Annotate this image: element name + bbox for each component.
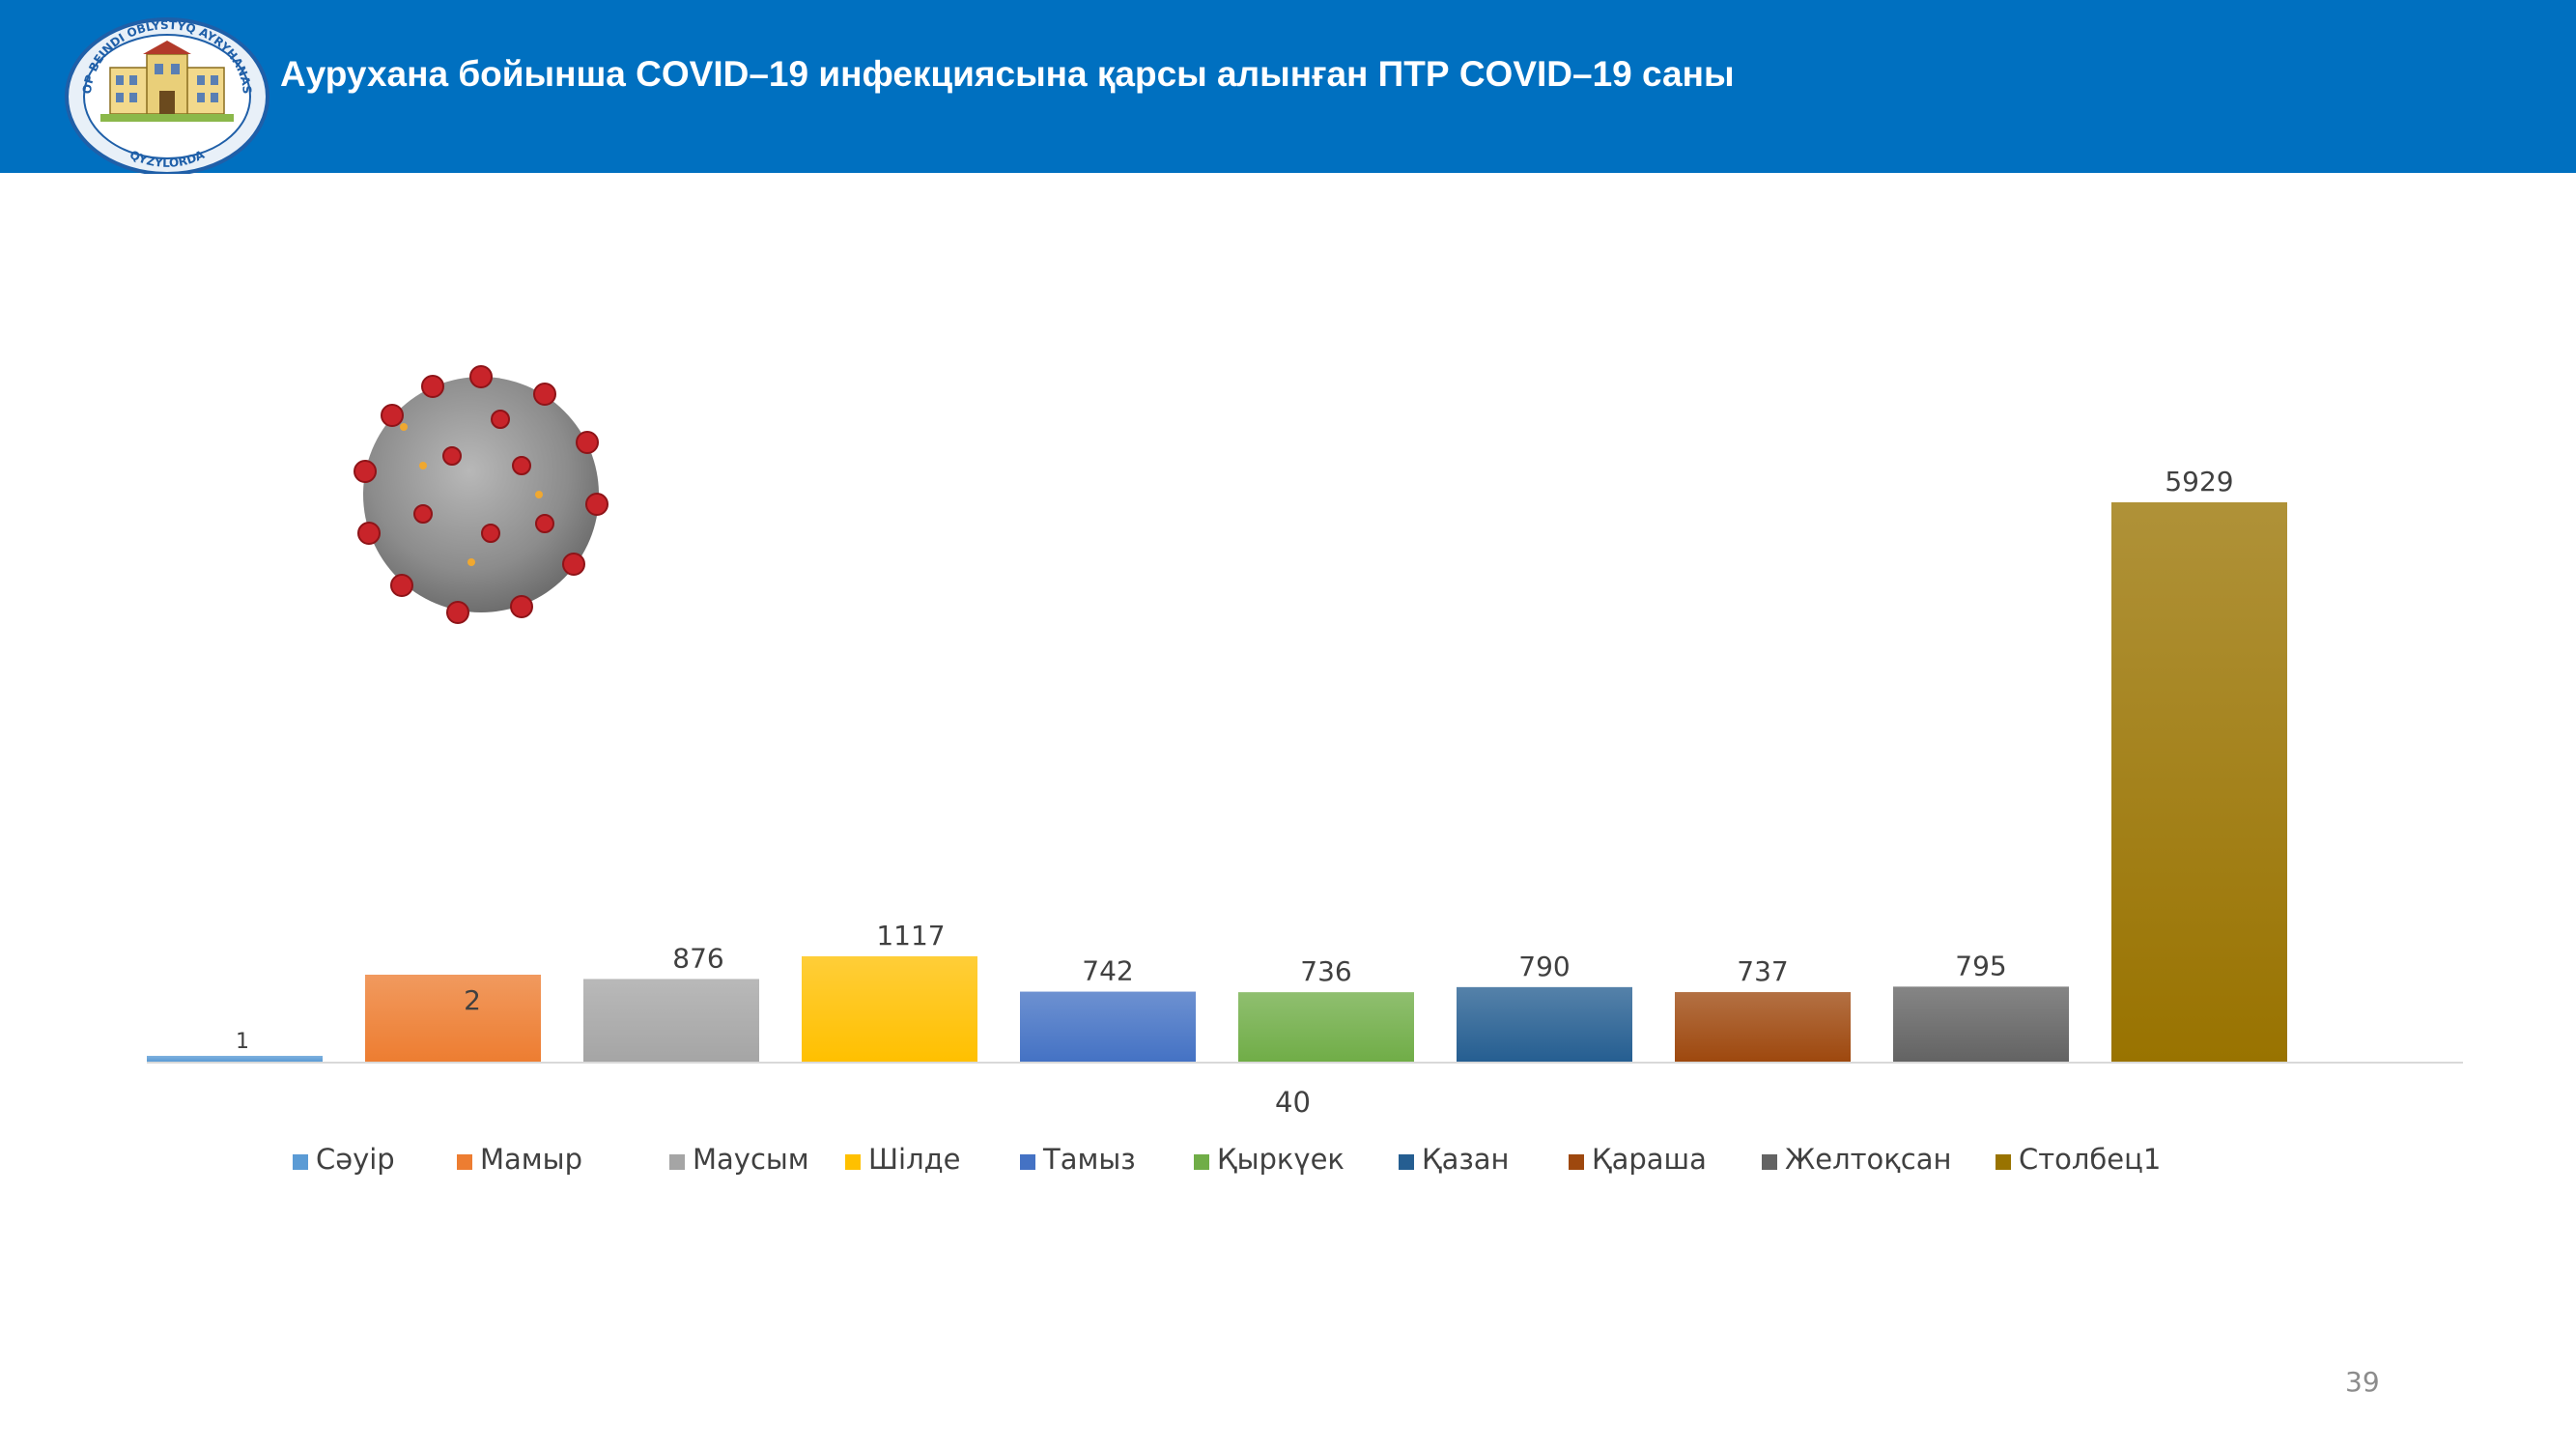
legend-item-10: Столбец1 <box>1996 1140 2161 1179</box>
data-label-1: 1 <box>236 1030 249 1054</box>
legend-swatch <box>457 1154 472 1170</box>
legend-item-6: Қыркүек <box>1194 1140 1345 1179</box>
data-label-3: 876 <box>672 942 723 974</box>
x-category-label: 40 <box>1275 1086 1311 1119</box>
bars-layer <box>147 502 2287 1062</box>
legend-swatch <box>1762 1154 1777 1170</box>
data-label-8: 737 <box>1737 955 1788 987</box>
legend-item-9: Желтоқсан <box>1762 1140 1951 1179</box>
legend-label: Шілде <box>868 1143 961 1176</box>
bar-2 <box>365 975 541 1062</box>
legend-label: Қазан <box>1422 1143 1510 1176</box>
bar-1 <box>147 1056 323 1062</box>
data-label-5: 742 <box>1082 955 1133 987</box>
bar-5 <box>1020 991 1196 1062</box>
data-label-2: 2 <box>464 984 481 1016</box>
legend-item-4: Шілде <box>845 1140 961 1179</box>
legend-swatch <box>293 1154 308 1170</box>
legend-item-2: Мамыр <box>457 1140 582 1179</box>
legend-item-3: Маусым <box>669 1140 809 1179</box>
data-label-7: 790 <box>1518 951 1570 982</box>
legend-item-5: Тамыз <box>1020 1140 1136 1179</box>
bar-8 <box>1675 992 1851 1062</box>
hospital-logo: KOP BEINDI OBLYSTYQ AYRYHANASY QYZYLORDA <box>62 17 269 174</box>
legend-label: Қараша <box>1592 1143 1707 1176</box>
bar-10 <box>2111 502 2287 1062</box>
data-label-4: 1117 <box>876 920 945 952</box>
data-label-6: 736 <box>1300 955 1351 987</box>
legend-label: Мамыр <box>480 1143 582 1176</box>
coronavirus-image <box>354 365 609 624</box>
legend-swatch <box>1569 1154 1584 1170</box>
legend-label: Столбец1 <box>2019 1143 2162 1176</box>
legend-swatch <box>669 1154 685 1170</box>
data-labels-layer: 1 2 876 1117 742 736 790 737 795 5929 <box>236 466 2234 1054</box>
legend-label: Сәуір <box>316 1143 395 1176</box>
legend-label: Желтоқсан <box>1785 1143 1952 1176</box>
legend-swatch <box>845 1154 861 1170</box>
legend-label: Тамыз <box>1043 1143 1136 1176</box>
bar-6 <box>1238 992 1414 1062</box>
header-bar: KOP BEINDI OBLYSTYQ AYRYHANASY QYZYLORDA… <box>0 0 2576 174</box>
bar-7 <box>1457 986 1632 1062</box>
page-title: Аурухана бойынша COVID–19 инфекциясына қ… <box>280 54 1735 94</box>
bar-9 <box>1893 986 2069 1062</box>
page-number: 39 <box>2345 1366 2380 1398</box>
legend-item-1: Сәуір <box>293 1140 395 1179</box>
legend-swatch <box>1194 1154 1209 1170</box>
bar-4 <box>802 955 977 1062</box>
bar-3 <box>583 979 759 1062</box>
data-label-10: 5929 <box>2165 466 2233 497</box>
legend-item-7: Қазан <box>1399 1140 1510 1179</box>
legend-label: Қыркүек <box>1217 1143 1345 1176</box>
legend-swatch <box>1020 1154 1035 1170</box>
legend-swatch <box>1399 1154 1414 1170</box>
legend-swatch <box>1996 1154 2011 1170</box>
data-label-9: 795 <box>1955 950 2006 981</box>
legend-item-8: Қараша <box>1569 1140 1707 1179</box>
legend-label: Маусым <box>693 1143 809 1176</box>
